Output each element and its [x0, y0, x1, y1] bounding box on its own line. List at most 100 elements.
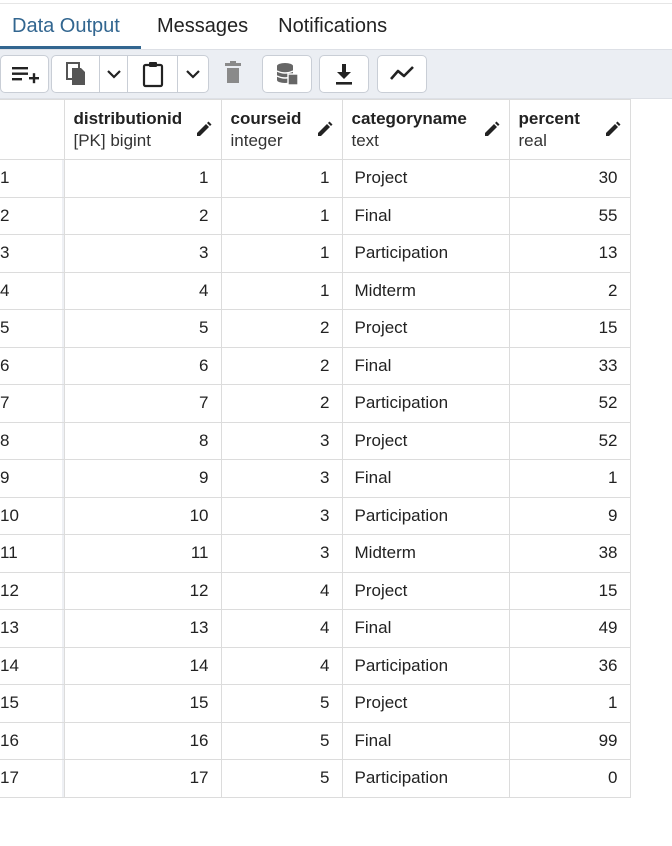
copy-options-button[interactable]: [100, 56, 128, 92]
cell-percent[interactable]: 36: [508, 646, 631, 685]
cell-courseid[interactable]: 3: [220, 421, 343, 460]
cell-courseid[interactable]: 1: [220, 159, 343, 198]
cell-distributionid[interactable]: 2: [63, 196, 222, 235]
row-number-cell[interactable]: 7: [0, 384, 65, 423]
table-row[interactable]: 16 16 5 Final 99: [0, 721, 631, 760]
cell-distributionid[interactable]: 4: [63, 271, 222, 310]
row-number-cell[interactable]: 10: [0, 496, 65, 535]
copy-button[interactable]: [52, 56, 100, 92]
table-row[interactable]: 2 2 1 Final 55: [0, 196, 631, 235]
edit-pencil-icon[interactable]: [316, 120, 334, 138]
row-number-cell[interactable]: 5: [0, 309, 65, 348]
row-number-cell[interactable]: 6: [0, 346, 65, 385]
table-row[interactable]: 9 9 3 Final 1: [0, 459, 631, 498]
cell-distributionid[interactable]: 11: [63, 534, 222, 573]
cell-courseid[interactable]: 2: [220, 309, 343, 348]
cell-categoryname[interactable]: Participation: [341, 496, 510, 535]
row-number-cell[interactable]: 14: [0, 646, 65, 685]
cell-distributionid[interactable]: 5: [63, 309, 222, 348]
add-row-button[interactable]: [1, 56, 48, 92]
row-number-cell[interactable]: 2: [0, 196, 65, 235]
cell-percent[interactable]: 0: [508, 759, 631, 798]
row-number-cell[interactable]: 12: [0, 571, 65, 610]
table-row[interactable]: 6 6 2 Final 33: [0, 346, 631, 385]
cell-distributionid[interactable]: 7: [63, 384, 222, 423]
cell-distributionid[interactable]: 8: [63, 421, 222, 460]
cell-categoryname[interactable]: Final: [341, 346, 510, 385]
save-data-button[interactable]: [263, 56, 311, 92]
cell-distributionid[interactable]: 3: [63, 234, 222, 273]
cell-distributionid[interactable]: 17: [63, 759, 222, 798]
table-row[interactable]: 11 11 3 Midterm 38: [0, 534, 631, 573]
cell-distributionid[interactable]: 6: [63, 346, 222, 385]
table-row[interactable]: 5 5 2 Project 15: [0, 309, 631, 348]
cell-percent[interactable]: 13: [508, 234, 631, 273]
cell-categoryname[interactable]: Project: [341, 571, 510, 610]
cell-percent[interactable]: 52: [508, 384, 631, 423]
download-button[interactable]: [320, 56, 368, 92]
row-number-cell[interactable]: 1: [0, 159, 65, 198]
cell-categoryname[interactable]: Project: [341, 309, 510, 348]
cell-categoryname[interactable]: Participation: [341, 646, 510, 685]
cell-categoryname[interactable]: Final: [341, 196, 510, 235]
delete-button[interactable]: [211, 55, 255, 91]
cell-categoryname[interactable]: Participation: [341, 759, 510, 798]
cell-percent[interactable]: 33: [508, 346, 631, 385]
table-row[interactable]: 13 13 4 Final 49: [0, 609, 631, 648]
cell-percent[interactable]: 9: [508, 496, 631, 535]
cell-courseid[interactable]: 1: [220, 234, 343, 273]
edit-pencil-icon[interactable]: [604, 120, 622, 138]
cell-categoryname[interactable]: Final: [341, 721, 510, 760]
cell-courseid[interactable]: 4: [220, 571, 343, 610]
cell-categoryname[interactable]: Project: [341, 684, 510, 723]
row-number-cell[interactable]: 16: [0, 721, 65, 760]
cell-percent[interactable]: 1: [508, 459, 631, 498]
cell-categoryname[interactable]: Midterm: [341, 271, 510, 310]
table-row[interactable]: 17 17 5 Participation 0: [0, 759, 631, 798]
row-number-cell[interactable]: 17: [0, 759, 65, 798]
cell-distributionid[interactable]: 12: [63, 571, 222, 610]
cell-distributionid[interactable]: 10: [63, 496, 222, 535]
row-number-cell[interactable]: 9: [0, 459, 65, 498]
cell-courseid[interactable]: 3: [220, 496, 343, 535]
cell-categoryname[interactable]: Final: [341, 609, 510, 648]
cell-categoryname[interactable]: Project: [341, 421, 510, 460]
cell-courseid[interactable]: 1: [220, 271, 343, 310]
cell-courseid[interactable]: 4: [220, 646, 343, 685]
cell-courseid[interactable]: 5: [220, 721, 343, 760]
edit-pencil-icon[interactable]: [483, 120, 501, 138]
cell-courseid[interactable]: 5: [220, 759, 343, 798]
tab-messages[interactable]: Messages: [157, 15, 249, 37]
paste-options-button[interactable]: [178, 56, 208, 92]
cell-percent[interactable]: 49: [508, 609, 631, 648]
cell-percent[interactable]: 1: [508, 684, 631, 723]
column-header-distributionid[interactable]: distributionid [PK] bigint: [63, 99, 222, 160]
tab-data-output[interactable]: Data Output: [0, 4, 141, 49]
table-row[interactable]: 3 3 1 Participation 13: [0, 234, 631, 273]
cell-percent[interactable]: 15: [508, 571, 631, 610]
cell-categoryname[interactable]: Participation: [341, 384, 510, 423]
column-header-courseid[interactable]: courseid integer: [220, 99, 343, 160]
row-number-cell[interactable]: 11: [0, 534, 65, 573]
edit-pencil-icon[interactable]: [195, 120, 213, 138]
cell-distributionid[interactable]: 13: [63, 609, 222, 648]
cell-courseid[interactable]: 5: [220, 684, 343, 723]
row-number-cell[interactable]: 15: [0, 684, 65, 723]
table-row[interactable]: 7 7 2 Participation 52: [0, 384, 631, 423]
table-row[interactable]: 12 12 4 Project 15: [0, 571, 631, 610]
cell-courseid[interactable]: 3: [220, 534, 343, 573]
cell-distributionid[interactable]: 16: [63, 721, 222, 760]
column-header-categoryname[interactable]: categoryname text: [341, 99, 510, 160]
cell-categoryname[interactable]: Project: [341, 159, 510, 198]
paste-button[interactable]: [128, 56, 178, 92]
cell-percent[interactable]: 30: [508, 159, 631, 198]
table-row[interactable]: 14 14 4 Participation 36: [0, 646, 631, 685]
cell-courseid[interactable]: 4: [220, 609, 343, 648]
cell-courseid[interactable]: 2: [220, 346, 343, 385]
row-number-cell[interactable]: 3: [0, 234, 65, 273]
cell-categoryname[interactable]: Midterm: [341, 534, 510, 573]
cell-percent[interactable]: 38: [508, 534, 631, 573]
cell-courseid[interactable]: 3: [220, 459, 343, 498]
cell-percent[interactable]: 55: [508, 196, 631, 235]
cell-distributionid[interactable]: 9: [63, 459, 222, 498]
